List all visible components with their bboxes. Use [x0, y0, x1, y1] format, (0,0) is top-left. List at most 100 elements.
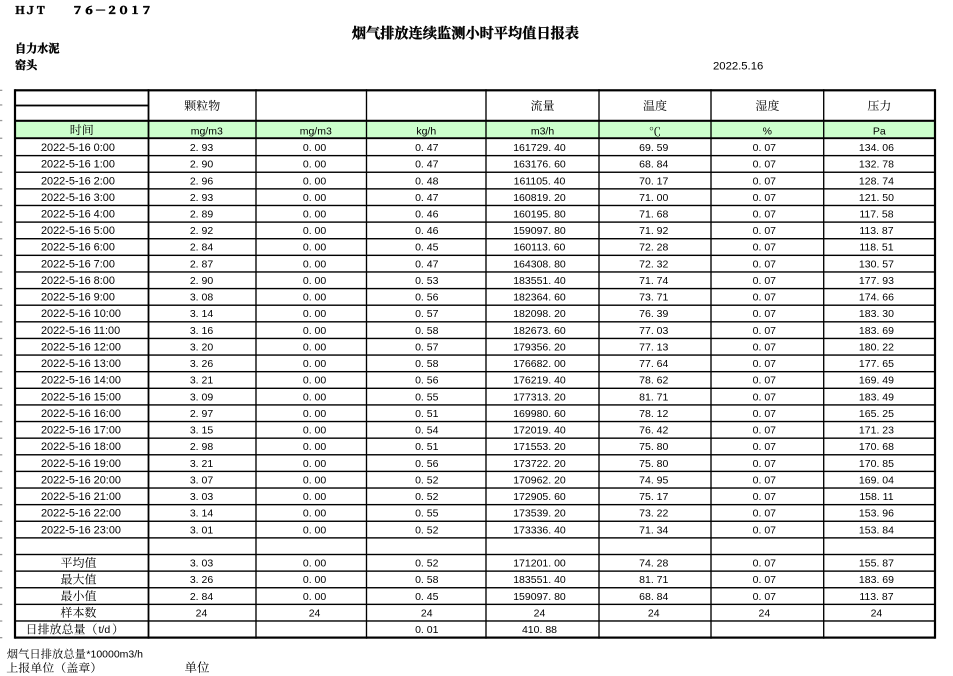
svg-text:180. 22: 180. 22 — [859, 341, 894, 353]
svg-text:0. 00: 0. 00 — [303, 491, 327, 503]
svg-text:69. 59: 69. 59 — [639, 142, 668, 154]
svg-text:0. 07: 0. 07 — [753, 491, 777, 503]
svg-text:3. 26: 3. 26 — [190, 574, 214, 586]
svg-text:75. 80: 75. 80 — [639, 441, 668, 453]
svg-text:0. 52: 0. 52 — [415, 474, 439, 486]
svg-text:118. 51: 118. 51 — [859, 242, 893, 254]
svg-text:173539. 20: 173539. 20 — [513, 508, 566, 520]
svg-text:0. 00: 0. 00 — [303, 458, 327, 470]
svg-text:71. 68: 71. 68 — [639, 208, 668, 220]
svg-text:0. 47: 0. 47 — [415, 159, 439, 171]
svg-text:183. 69: 183. 69 — [859, 325, 894, 337]
svg-text:2. 96: 2. 96 — [190, 175, 214, 187]
svg-text:0. 00: 0. 00 — [303, 275, 327, 287]
svg-text:2. 90: 2. 90 — [190, 159, 214, 171]
svg-text:2022-5-16 13:00: 2022-5-16 13:00 — [41, 358, 121, 370]
svg-text:*10000m3/h: *10000m3/h — [86, 649, 143, 661]
svg-text:76. 42: 76. 42 — [639, 425, 668, 437]
svg-text:128. 74: 128. 74 — [859, 175, 894, 187]
svg-text:130. 57: 130. 57 — [859, 258, 894, 270]
svg-text:2022-5-16 18:00: 2022-5-16 18:00 — [41, 441, 121, 453]
svg-text:0. 00: 0. 00 — [303, 425, 327, 437]
svg-text:0. 47: 0. 47 — [415, 142, 439, 154]
svg-text:0. 51: 0. 51 — [415, 408, 439, 420]
svg-text:0. 00: 0. 00 — [303, 308, 327, 320]
svg-text:2022-5-16 0:00: 2022-5-16 0:00 — [41, 142, 115, 154]
svg-text:72. 28: 72. 28 — [639, 242, 668, 254]
svg-text:170962. 20: 170962. 20 — [513, 474, 566, 486]
svg-text:172905. 60: 172905. 60 — [513, 491, 566, 503]
svg-text:161105. 40: 161105. 40 — [514, 175, 566, 187]
svg-text:0. 52: 0. 52 — [415, 491, 439, 503]
svg-text:77. 64: 77. 64 — [639, 358, 668, 370]
svg-text:2022-5-16 5:00: 2022-5-16 5:00 — [41, 225, 115, 237]
svg-text:0. 46: 0. 46 — [415, 208, 439, 220]
svg-text:0. 07: 0. 07 — [753, 341, 777, 353]
svg-text:410. 88: 410. 88 — [522, 624, 557, 636]
svg-text:2022-5-16 23:00: 2022-5-16 23:00 — [41, 524, 121, 536]
svg-text:0. 46: 0. 46 — [415, 225, 439, 237]
svg-text:0. 00: 0. 00 — [303, 375, 327, 387]
svg-text:183. 49: 183. 49 — [859, 391, 894, 403]
svg-text:177313. 20: 177313. 20 — [513, 391, 566, 403]
svg-text:24: 24 — [196, 607, 208, 619]
svg-text:160113. 60: 160113. 60 — [514, 242, 566, 254]
svg-text:74. 28: 74. 28 — [639, 558, 668, 570]
svg-text:160195. 80: 160195. 80 — [513, 208, 566, 220]
svg-text:2022-5-16 14:00: 2022-5-16 14:00 — [41, 375, 121, 387]
svg-text:171553. 20: 171553. 20 — [513, 441, 566, 453]
svg-text:2022-5-16 21:00: 2022-5-16 21:00 — [41, 491, 121, 503]
svg-text:2022-5-16 10:00: 2022-5-16 10:00 — [41, 308, 121, 320]
svg-text:3. 03: 3. 03 — [190, 558, 214, 570]
svg-text:171. 23: 171. 23 — [859, 425, 894, 437]
svg-text:0. 00: 0. 00 — [303, 441, 327, 453]
svg-text:0. 47: 0. 47 — [415, 258, 439, 270]
svg-text:2. 98: 2. 98 — [190, 441, 214, 453]
svg-text:0. 55: 0. 55 — [415, 391, 439, 403]
svg-text:183. 30: 183. 30 — [859, 308, 894, 320]
svg-text:2. 84: 2. 84 — [190, 242, 214, 254]
svg-text:0. 07: 0. 07 — [753, 408, 777, 420]
svg-text:0. 07: 0. 07 — [753, 508, 777, 520]
svg-text:68. 84: 68. 84 — [639, 159, 668, 171]
svg-text:77. 03: 77. 03 — [639, 325, 668, 337]
svg-text:0. 47: 0. 47 — [415, 192, 439, 204]
svg-text:0. 00: 0. 00 — [303, 508, 327, 520]
svg-text:0. 45: 0. 45 — [415, 591, 439, 603]
svg-text:153. 96: 153. 96 — [859, 508, 894, 520]
svg-text:0. 07: 0. 07 — [753, 292, 777, 304]
svg-text:163176. 60: 163176. 60 — [513, 159, 566, 171]
svg-text:3. 26: 3. 26 — [190, 358, 214, 370]
svg-text:71. 74: 71. 74 — [639, 275, 668, 287]
svg-text:2022-5-16 11:00: 2022-5-16 11:00 — [41, 325, 120, 337]
svg-text:0. 00: 0. 00 — [303, 325, 327, 337]
svg-text:182673. 60: 182673. 60 — [513, 325, 566, 337]
svg-text:72. 32: 72. 32 — [639, 258, 668, 270]
svg-text:3. 09: 3. 09 — [190, 391, 214, 403]
svg-text:2. 90: 2. 90 — [190, 275, 214, 287]
svg-text:0. 45: 0. 45 — [415, 242, 439, 254]
svg-text:2022-5-16 6:00: 2022-5-16 6:00 — [41, 242, 115, 254]
svg-text:173336. 40: 173336. 40 — [513, 524, 566, 536]
svg-text:mg/m3: mg/m3 — [191, 125, 223, 137]
svg-text:2. 97: 2. 97 — [190, 408, 214, 420]
svg-text:183551. 40: 183551. 40 — [513, 275, 566, 287]
svg-text:160819. 20: 160819. 20 — [513, 192, 566, 204]
svg-text:0. 56: 0. 56 — [415, 375, 439, 387]
svg-text:0. 07: 0. 07 — [753, 208, 777, 220]
svg-text:0. 00: 0. 00 — [303, 574, 327, 586]
svg-text:2. 84: 2. 84 — [190, 591, 214, 603]
svg-text:0. 00: 0. 00 — [303, 591, 327, 603]
svg-text:0. 07: 0. 07 — [753, 142, 777, 154]
svg-text:177. 93: 177. 93 — [859, 275, 894, 287]
svg-text:0. 07: 0. 07 — [753, 591, 777, 603]
svg-text:0. 00: 0. 00 — [303, 242, 327, 254]
svg-text:0. 00: 0. 00 — [303, 524, 327, 536]
svg-text:2. 87: 2. 87 — [190, 258, 214, 270]
svg-text:Pa: Pa — [873, 125, 886, 137]
svg-text:0. 07: 0. 07 — [753, 558, 777, 570]
svg-text:121. 50: 121. 50 — [859, 192, 894, 204]
svg-text:3. 16: 3. 16 — [190, 325, 214, 337]
svg-text:2022-5-16 22:00: 2022-5-16 22:00 — [41, 508, 121, 520]
svg-text:169. 49: 169. 49 — [859, 375, 894, 387]
